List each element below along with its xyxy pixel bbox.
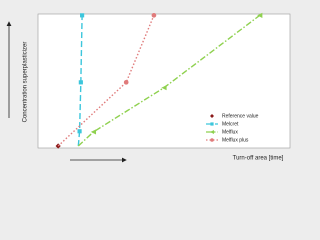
point: [257, 12, 263, 18]
point: [77, 129, 82, 134]
series-line: [77, 14, 261, 147]
legend-label: Melflux plus: [222, 137, 249, 143]
point: [210, 138, 214, 142]
point: [210, 114, 214, 118]
legend-label: Melcret: [222, 121, 239, 127]
point: [161, 85, 167, 91]
plot-area: [37, 13, 291, 149]
point: [151, 13, 157, 18]
legend-label: Reference value: [222, 113, 259, 119]
y-axis-label: Concentration superplasticizer: [23, 42, 29, 123]
legend-label: Melflux: [222, 129, 238, 135]
chart: Concentration superplasticizer Turn-off …: [6, 12, 291, 163]
series-line: [77, 15, 83, 147]
x-axis-label: Turn-off area [time]: [233, 156, 284, 162]
point: [210, 130, 214, 134]
point: [210, 122, 214, 126]
point: [78, 80, 83, 85]
point: [90, 129, 97, 135]
point: [123, 80, 129, 85]
point: [80, 13, 85, 18]
